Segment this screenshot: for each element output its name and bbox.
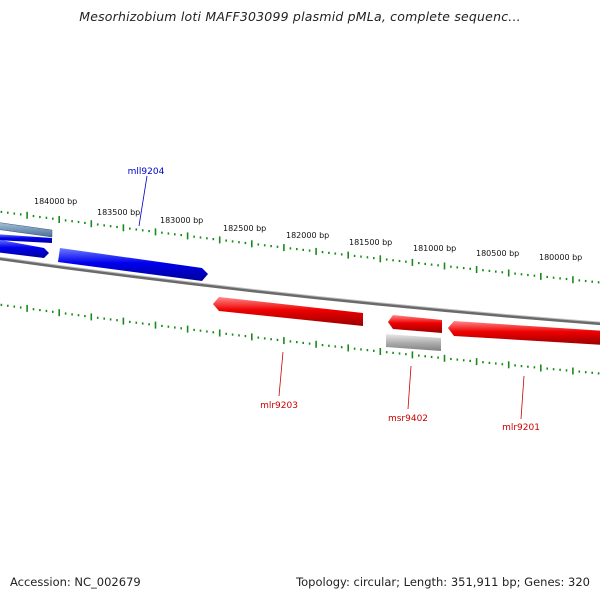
gene-arrow-msr9402[interactable]: [388, 315, 442, 333]
sequence-backbone: [0, 257, 600, 326]
gene-arrow-mlr9201[interactable]: [448, 321, 600, 345]
gene-arrow-blue[interactable]: [0, 234, 52, 243]
leader-line-mlr9203: [278, 351, 284, 397]
ruler-label: 184000 bp: [34, 197, 77, 206]
gene-labels: mll9204 mlr9203 msr9402 mlr9201: [128, 167, 540, 433]
ruler-label: 182500 bp: [223, 224, 266, 233]
gene-label-mlr9201: mlr9201: [502, 423, 540, 433]
minus-strand-genes: [0, 222, 208, 281]
ruler-label: 183500 bp: [97, 208, 140, 217]
gene-arrow-steel[interactable]: [0, 222, 53, 238]
gene-label-mlr9203: mlr9203: [260, 401, 298, 411]
ruler-labels: 184000 bp 183500 bp 183000 bp 182500 bp …: [34, 197, 582, 262]
gene-label-mll9204: mll9204: [128, 167, 165, 177]
ruler-label: 183000 bp: [160, 216, 203, 225]
inner-ruler: [0, 303, 600, 375]
ruler-label: 180000 bp: [539, 253, 582, 262]
leader-line-mll9204: [138, 175, 148, 227]
outer-ruler: [0, 210, 600, 284]
leader-line-mlr9201: [520, 375, 525, 420]
plus-strand-genes: [213, 297, 600, 351]
sequence-summary: Topology: circular; Length: 351,911 bp; …: [296, 575, 590, 589]
gene-arrow-mlr9203[interactable]: [213, 297, 363, 326]
gene-arrow-mll9204[interactable]: [58, 248, 208, 281]
accession-label: Accession: NC_002679: [10, 575, 141, 589]
gene-arrow-blue[interactable]: [0, 239, 49, 258]
ruler-label: 182000 bp: [286, 231, 329, 240]
leader-line-msr9402: [407, 365, 412, 410]
gene-label-msr9402: msr9402: [388, 414, 428, 424]
ruler-label: 181000 bp: [413, 244, 456, 253]
gene-arrow-pseudo[interactable]: [386, 334, 441, 351]
page-title: Mesorhizobium loti MAFF303099 plasmid pM…: [79, 9, 521, 24]
ruler-label: 180500 bp: [476, 249, 519, 258]
ruler-label: 181500 bp: [349, 238, 392, 247]
